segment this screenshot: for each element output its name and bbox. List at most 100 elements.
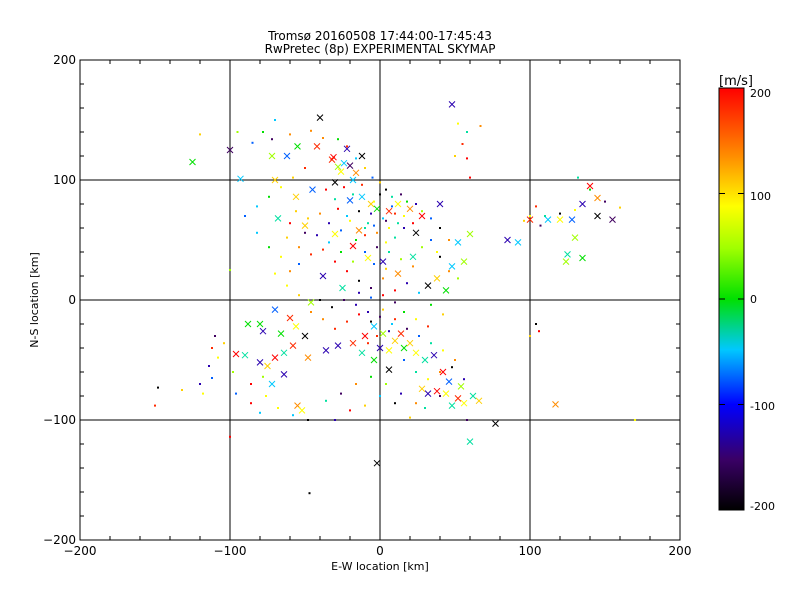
data-point-cross — [448, 263, 456, 270]
data-point-dot — [397, 222, 399, 225]
data-point-cross — [373, 205, 381, 213]
data-point-cross — [466, 438, 474, 445]
data-point-cross — [412, 349, 420, 357]
y-tick-label: 0 — [68, 293, 76, 307]
data-point-dot — [298, 246, 300, 249]
data-point-dot — [364, 167, 366, 169]
data-point-dot — [355, 239, 357, 241]
data-point-dot — [355, 303, 357, 306]
data-point-cross — [492, 420, 499, 427]
data-point-dot — [319, 212, 321, 215]
data-point-dot — [415, 371, 417, 373]
data-point-dot — [346, 145, 348, 148]
data-point-cross — [271, 176, 279, 184]
data-point-dot — [415, 402, 417, 405]
data-point-dot — [319, 299, 321, 301]
data-point-cross — [373, 459, 381, 467]
data-point-cross — [319, 272, 327, 280]
data-point-dot — [364, 404, 366, 407]
data-point-dot — [463, 378, 465, 381]
data-point-dot — [394, 402, 396, 405]
data-point-cross — [448, 101, 456, 108]
data-point-dot — [394, 318, 396, 321]
data-point-dot — [539, 224, 542, 227]
data-point-dot — [385, 383, 387, 385]
data-point-dot — [328, 241, 330, 244]
data-point-dot — [256, 231, 258, 234]
data-point-dot — [400, 258, 402, 261]
data-point-cross — [385, 207, 393, 215]
data-point-dot — [406, 282, 408, 285]
data-point-dot — [343, 299, 345, 301]
data-point-cross — [370, 323, 378, 330]
data-point-cross — [280, 371, 288, 378]
data-point-dot — [199, 133, 201, 136]
data-point-cross — [394, 200, 402, 208]
data-point-dot — [370, 375, 372, 378]
data-point-dot — [451, 366, 453, 369]
data-point-cross — [349, 176, 357, 184]
data-point-cross — [340, 159, 348, 167]
colorbar-tick-label: -200 — [750, 500, 775, 513]
data-point-cross — [334, 342, 342, 349]
data-point-cross — [331, 179, 339, 186]
data-point-dot — [529, 335, 531, 337]
data-point-cross — [259, 327, 267, 335]
data-point-dot — [154, 404, 156, 407]
data-point-cross — [232, 350, 240, 358]
data-point-cross — [391, 337, 399, 345]
data-point-dot — [634, 419, 636, 421]
data-point-dot — [211, 347, 213, 349]
data-point-dot — [352, 193, 354, 196]
data-point-dot — [619, 206, 621, 209]
data-point-cross — [430, 351, 438, 359]
data-point-dot — [376, 246, 378, 249]
data-point-dot — [406, 200, 408, 203]
data-point-dot — [346, 270, 348, 273]
data-point-dot — [436, 251, 438, 253]
data-point-dot — [310, 311, 312, 313]
data-point-dot — [343, 186, 345, 189]
data-point-cross — [379, 258, 387, 265]
data-point-dot — [274, 119, 276, 121]
data-point-dot — [427, 378, 429, 381]
data-point-dot — [334, 260, 336, 263]
y-tick-label: 100 — [53, 173, 76, 187]
data-point-cross — [544, 216, 552, 223]
data-point-cross — [385, 347, 393, 354]
data-point-cross — [418, 385, 426, 393]
data-point-dot — [529, 215, 531, 217]
data-point-cross — [331, 230, 339, 238]
data-point-cross — [466, 230, 474, 238]
data-point-dot — [361, 183, 363, 186]
y-tick-label: −200 — [43, 533, 76, 547]
data-point-dot — [418, 335, 420, 337]
data-point-dot — [385, 188, 387, 191]
data-point-cross — [460, 258, 468, 265]
data-point-cross — [307, 299, 315, 306]
data-point-cross — [268, 380, 276, 388]
y-tick-label: −100 — [43, 413, 76, 427]
data-point-cross — [361, 332, 369, 340]
data-point-cross — [376, 344, 384, 352]
data-point-dot — [367, 222, 369, 225]
data-point-cross — [349, 242, 357, 250]
data-point-cross — [334, 163, 342, 171]
data-point-dot — [310, 129, 312, 132]
data-point-dot — [232, 371, 234, 373]
data-point-cross — [370, 356, 378, 364]
data-point-cross — [406, 339, 414, 347]
data-point-cross — [237, 175, 244, 183]
data-point-dot — [308, 492, 311, 495]
data-point-dot — [181, 389, 183, 391]
data-point-dot — [331, 306, 333, 309]
data-point-cross — [304, 354, 312, 361]
data-point-cross — [189, 158, 196, 166]
data-point-cross — [552, 401, 559, 408]
data-point-dot — [268, 195, 270, 198]
data-point-dot — [250, 383, 252, 385]
data-point-dot — [328, 222, 330, 225]
data-point-dot — [358, 279, 360, 282]
